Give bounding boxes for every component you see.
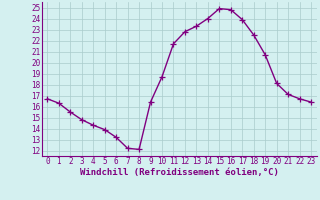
X-axis label: Windchill (Refroidissement éolien,°C): Windchill (Refroidissement éolien,°C) [80,168,279,177]
